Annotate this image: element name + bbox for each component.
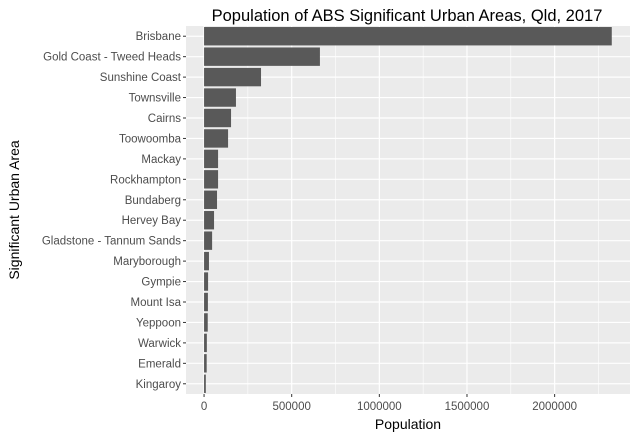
y-tick-label: Maryborough [113, 256, 181, 268]
y-tick-label: Cairns [148, 113, 181, 125]
x-axis-label: Population [375, 416, 441, 432]
bar [204, 354, 207, 373]
y-tick-label: Gympie [141, 277, 181, 289]
bar [204, 170, 219, 189]
y-tick-label: Sunshine Coast [100, 72, 182, 84]
x-tick-label: 0 [201, 401, 207, 413]
x-tick-label: 1500000 [445, 401, 490, 413]
y-tick-label: Gold Coast - Tweed Heads [43, 52, 181, 64]
bar [204, 190, 218, 209]
x-tick-label: 500000 [273, 401, 311, 413]
y-axis-label: Significant Urban Area [6, 140, 22, 280]
bar [204, 47, 320, 66]
bar [204, 251, 209, 271]
bar [204, 129, 229, 148]
y-tick-label: Townsville [129, 93, 181, 105]
chart-title: Population of ABS Significant Urban Area… [212, 7, 603, 25]
y-tick-label: Gladstone - Tannum Sands [42, 236, 181, 248]
y-tick-label: Brisbane [136, 31, 181, 43]
bar [204, 67, 262, 87]
bar [204, 231, 213, 250]
y-tick-label: Yeppoon [136, 317, 181, 329]
bar [204, 88, 236, 107]
bar [204, 211, 215, 230]
x-tick-label: 2000000 [532, 401, 577, 413]
y-tick-label: Kingaroy [136, 379, 182, 391]
y-tick-label: Warwick [138, 338, 181, 350]
bar [204, 272, 209, 291]
bar [204, 149, 219, 169]
bar [204, 108, 232, 128]
y-tick-label: Mount Isa [131, 297, 182, 309]
y-tick-label: Mackay [141, 154, 181, 166]
bar [204, 27, 612, 46]
plot-panel [186, 26, 630, 394]
bar [204, 292, 208, 312]
x-tick-label: 1000000 [357, 401, 402, 413]
bar [204, 374, 206, 393]
y-tick-label: Hervey Bay [122, 215, 182, 227]
y-tick-label: Bundaberg [125, 195, 181, 207]
y-tick-label: Emerald [138, 358, 181, 370]
y-tick-label: Toowoomba [119, 133, 182, 145]
bar [204, 313, 208, 332]
y-tick-label: Rockhampton [110, 174, 181, 186]
bar [204, 333, 207, 353]
